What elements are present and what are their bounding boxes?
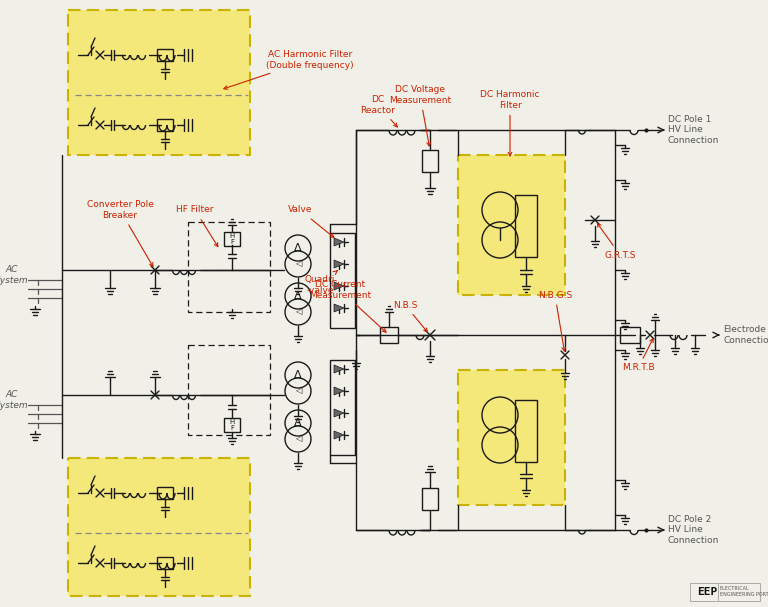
Text: Quadri
-valve: Quadri -valve: [305, 271, 337, 295]
Polygon shape: [334, 409, 344, 417]
Text: ELECTRICAL: ELECTRICAL: [720, 586, 750, 591]
Text: N.B.G.S: N.B.G.S: [538, 291, 572, 351]
Text: G.R.T.S: G.R.T.S: [598, 223, 636, 260]
Text: EEP: EEP: [697, 587, 717, 597]
Bar: [188, 222, 270, 312]
Text: M.R.T.B: M.R.T.B: [621, 339, 654, 373]
Text: DC Current
Measurement: DC Current Measurement: [309, 280, 386, 332]
Text: DC Harmonic
Filter: DC Harmonic Filter: [480, 90, 540, 156]
Text: DC Pole 1
HV Line
Connection: DC Pole 1 HV Line Connection: [668, 115, 720, 145]
Text: AC Harmonic Filter
(Double frequency): AC Harmonic Filter (Double frequency): [223, 50, 354, 89]
Bar: [330, 233, 355, 328]
Polygon shape: [334, 260, 344, 268]
Bar: [515, 400, 537, 462]
Polygon shape: [334, 365, 344, 373]
Text: ◁: ◁: [295, 260, 301, 268]
Bar: [157, 119, 173, 131]
Text: Δ: Δ: [294, 370, 302, 380]
Text: DC
Reactor: DC Reactor: [360, 95, 397, 127]
Bar: [157, 557, 173, 569]
Text: ENGINEERING PORTAL: ENGINEERING PORTAL: [720, 591, 768, 597]
Text: Δ: Δ: [294, 418, 302, 428]
Text: H
F: H F: [230, 418, 235, 432]
Bar: [515, 195, 537, 257]
Text: ◁: ◁: [295, 387, 301, 396]
Text: ◁: ◁: [295, 308, 301, 316]
Bar: [68, 458, 250, 596]
Bar: [68, 10, 250, 155]
Text: H
F: H F: [230, 232, 235, 245]
Text: ◁: ◁: [295, 435, 301, 444]
Text: HF Filter: HF Filter: [176, 206, 218, 246]
Bar: [157, 487, 173, 499]
Text: Δ: Δ: [294, 291, 302, 301]
Polygon shape: [334, 304, 344, 312]
Bar: [458, 155, 565, 295]
Bar: [224, 232, 240, 246]
Text: Δ: Δ: [294, 243, 302, 253]
Text: AC
System: AC System: [0, 265, 29, 285]
Bar: [422, 150, 438, 172]
Polygon shape: [334, 387, 344, 395]
Polygon shape: [334, 431, 344, 439]
Bar: [690, 583, 760, 601]
Polygon shape: [334, 282, 344, 290]
Text: AC
System: AC System: [0, 390, 29, 410]
Bar: [380, 327, 398, 343]
Bar: [330, 360, 355, 455]
Bar: [224, 418, 240, 432]
Bar: [157, 49, 173, 61]
Polygon shape: [334, 238, 344, 246]
Text: N.B.S: N.B.S: [392, 300, 428, 332]
Bar: [620, 327, 640, 343]
Text: Valve: Valve: [288, 206, 334, 237]
Text: Converter Pole
Breaker: Converter Pole Breaker: [87, 200, 154, 266]
Text: Electrode
Connection: Electrode Connection: [723, 325, 768, 345]
Text: DC Voltage
Measurement: DC Voltage Measurement: [389, 86, 451, 146]
Bar: [188, 345, 270, 435]
Bar: [458, 370, 565, 505]
Text: DC Pole 2
HV Line
Connection: DC Pole 2 HV Line Connection: [668, 515, 720, 545]
Bar: [422, 488, 438, 510]
